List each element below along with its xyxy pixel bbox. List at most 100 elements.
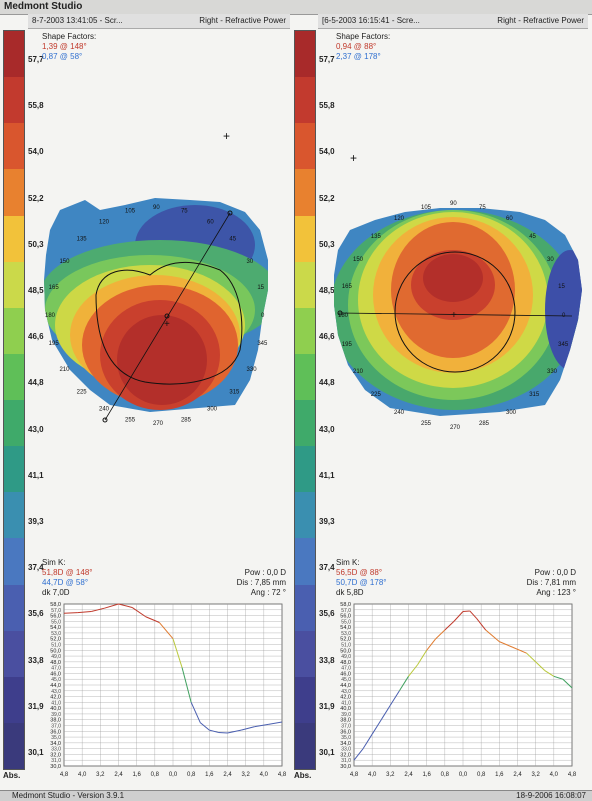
- profile-segment: [512, 646, 527, 654]
- left-shape-factors: Shape Factors: 1,39 @ 148° 0,87 @ 58°: [42, 32, 96, 62]
- profile-segment: [562, 678, 573, 689]
- y-tick-label: 38,0: [50, 718, 61, 724]
- y-tick-label-minor: 47,0: [51, 666, 61, 672]
- angle-label: 315: [229, 389, 240, 395]
- profile-segment: [417, 650, 428, 666]
- left-topography-map[interactable]: + + 105907560453015034533031530028527025…: [30, 120, 290, 430]
- scale-label: 55,8: [319, 101, 335, 111]
- profile-segment: [544, 670, 555, 677]
- scale-swatch: [4, 538, 24, 585]
- scale-label: 43,0: [319, 424, 335, 434]
- profile-segment: [389, 690, 400, 706]
- scale-swatch: [295, 676, 315, 723]
- angle-label: 165: [342, 284, 353, 290]
- profile-segment: [526, 652, 537, 663]
- x-tick-label: 3,2: [386, 772, 395, 778]
- angle-label: 330: [247, 367, 258, 373]
- scale-label: 44,8: [28, 378, 44, 388]
- left-header-type: Right - Refractive Power: [199, 16, 286, 25]
- y-tick-label: 40,0: [340, 706, 351, 712]
- y-tick-label: 54,0: [340, 625, 351, 631]
- svg-text:+: +: [350, 151, 357, 165]
- profile-segment: [91, 607, 105, 613]
- x-tick-label: 3,2: [531, 772, 540, 778]
- scale-swatch: [4, 169, 24, 216]
- angle-label: 90: [153, 205, 160, 211]
- left-ang: Ang : 72 °: [250, 588, 286, 597]
- profile-segment: [77, 611, 92, 614]
- scale-swatch: [295, 584, 315, 631]
- y-tick-label-minor: 33,0: [341, 747, 351, 753]
- title-bar: Medmont Studio: [0, 0, 592, 15]
- scale-label: 39,3: [319, 517, 335, 526]
- x-tick-label: 0,8: [477, 772, 486, 778]
- left-panel-header[interactable]: 8-7-2003 13:41:05 - Scr... Right - Refra…: [28, 14, 290, 29]
- angle-label: 120: [99, 219, 110, 225]
- profile-segment: [476, 618, 487, 631]
- right-topography-map[interactable]: + + 105907560453015034533031530028527025…: [320, 120, 590, 430]
- x-tick-label: 1,6: [495, 772, 504, 778]
- angle-label: 345: [257, 341, 268, 347]
- x-tick-label: 1,6: [132, 772, 141, 778]
- right-panel-header[interactable]: [6-5-2003 16:15:41 - Scre... Right - Ref…: [318, 14, 588, 29]
- x-tick-label: 0,8: [441, 772, 450, 778]
- scale-swatch: [4, 307, 24, 354]
- right-abs-label: Abs.: [294, 771, 312, 780]
- right-header-date: [6-5-2003 16:15:41 - Scre...: [322, 16, 420, 25]
- scale-swatch: [4, 400, 24, 447]
- scale-label: 48,5: [319, 286, 335, 295]
- scale-swatch: [295, 400, 315, 447]
- left-abs-label: Abs.: [3, 771, 21, 780]
- y-tick-label: 30,0: [340, 764, 351, 770]
- angle-label: 210: [59, 367, 70, 373]
- profile-segment: [444, 620, 455, 631]
- x-tick-label: 4,0: [550, 772, 559, 778]
- angle-label: 0: [261, 313, 265, 319]
- right-shape-red: 0,94 @ 88°: [336, 42, 377, 51]
- profile-segment: [254, 723, 269, 728]
- profile-segment: [209, 729, 219, 733]
- y-tick-label-minor: 55,0: [341, 619, 351, 625]
- scale-label: 50,3: [28, 239, 44, 249]
- profile-segment: [371, 719, 382, 735]
- right-profile-plot[interactable]: 58,0 56,0 54,0 52,0 50,0 48,0 46,0 44,0 42,0 40,0…: [320, 598, 582, 788]
- y-tick-label-minor: 49,0: [341, 654, 351, 660]
- y-tick-label-minor: 45,0: [51, 677, 61, 683]
- angle-label: 30: [247, 259, 254, 265]
- y-tick-label: 52,0: [50, 637, 61, 643]
- right-dis: Dis : 7,81 mm: [526, 578, 576, 587]
- angle-label: 285: [181, 417, 192, 423]
- svg-text:+: +: [164, 319, 170, 330]
- scale-label: 37,4: [319, 563, 335, 573]
- x-tick-label: 4,8: [278, 772, 287, 778]
- y-tick-label-minor: 43,0: [341, 689, 351, 695]
- angle-label: 45: [529, 234, 536, 240]
- y-tick-label: 50,0: [340, 648, 351, 654]
- x-tick-label: 2,4: [114, 772, 123, 778]
- scale-swatch: [4, 630, 24, 677]
- scale-label: 31,9: [319, 701, 335, 711]
- y-tick-label: 46,0: [340, 671, 351, 677]
- angle-label: 240: [394, 410, 405, 416]
- angle-label: 195: [49, 341, 60, 347]
- y-tick-label-minor: 37,0: [341, 724, 351, 730]
- angle-label: 150: [59, 259, 70, 265]
- angle-label: 240: [99, 407, 110, 413]
- profile-segment: [408, 664, 418, 677]
- y-tick-label: 38,0: [340, 718, 351, 724]
- x-tick-label: 0,0: [459, 772, 468, 778]
- y-tick-label-minor: 41,0: [341, 700, 351, 706]
- y-tick-label-minor: 31,0: [341, 758, 351, 764]
- left-profile-plot[interactable]: 58,0 56,0 54,0 52,0 50,0 48,0 46,0 44,0 42,0 40,0…: [30, 598, 292, 788]
- angle-label: 75: [181, 209, 188, 215]
- scale-swatch: [295, 353, 315, 400]
- angle-label: 195: [342, 342, 353, 348]
- scale-swatch: [4, 722, 24, 769]
- y-tick-label-minor: 37,0: [51, 724, 61, 730]
- profile-segment: [353, 748, 364, 761]
- angle-label: 300: [506, 410, 517, 416]
- x-tick-label: 2,4: [513, 772, 522, 778]
- scale-swatch: [295, 307, 315, 354]
- x-tick-label: 4,0: [260, 772, 269, 778]
- y-tick-label: 30,0: [50, 764, 61, 770]
